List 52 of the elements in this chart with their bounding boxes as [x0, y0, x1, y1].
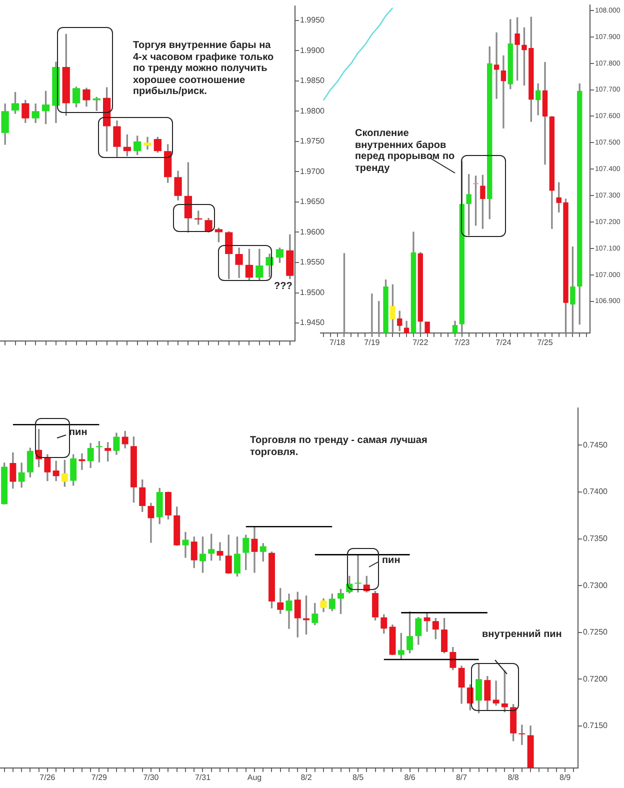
y-tick-label: 0.7250	[583, 628, 608, 637]
x-tick-label: 7/31	[194, 773, 212, 782]
x-tick-label: 7/25	[537, 338, 554, 348]
y-tick-label: 1.9850	[300, 76, 326, 86]
x-tick-label: 8/7	[456, 773, 468, 782]
x-tick-label: 7/29	[91, 773, 108, 782]
annotation: пин	[69, 427, 88, 438]
x-tick-label: 7/26	[40, 773, 56, 782]
candlestick	[182, 532, 189, 558]
y-tick-label: 1.9550	[300, 258, 326, 267]
y-tick-label: 1.9800	[300, 106, 326, 116]
x-tick-label: 7/30	[143, 773, 160, 782]
candlestick	[518, 724, 526, 745]
candlestick	[500, 55, 506, 128]
x-tick-label: 7/18	[330, 338, 346, 348]
x-tick-label: 8/5	[352, 773, 364, 782]
candlestick	[369, 294, 375, 333]
candlestick	[424, 322, 430, 333]
y-tick-label: 1.9600	[300, 227, 326, 236]
annotation: внутренний пин	[482, 629, 563, 640]
y-tick-label: 0.7400	[583, 487, 608, 496]
y-tick-label: 1.9750	[300, 136, 326, 146]
y-tick-label: 1.9500	[300, 288, 326, 297]
y-tick-label: 0.7350	[583, 534, 608, 543]
y-tick-label: 0.7150	[583, 721, 608, 730]
candlestick	[424, 613, 430, 632]
x-tick-label: 7/19	[364, 338, 380, 348]
annotation: пин	[382, 555, 402, 566]
y-tick-label: 0.7450	[583, 440, 608, 450]
y-tick-label: 1.9950	[300, 16, 326, 25]
y-tick-label: 1.9450	[300, 318, 326, 328]
y-tick-label: 1.9650	[300, 197, 326, 206]
y-tick-label: 1.9700	[300, 166, 326, 176]
x-tick-label: 7/22	[412, 338, 429, 348]
x-tick-label: 8/9	[559, 773, 572, 782]
candlestick	[542, 62, 548, 165]
x-tick-label: 8/2	[300, 773, 312, 782]
annotation: Торговля по тренду - самая лучшая торговля.	[250, 435, 428, 458]
x-tick-label: 8/6	[404, 773, 416, 782]
annotation: Торгуя внутренние бары на 4-х часовом графике только по тренду можно получить хорошее соотношение прибыль/риск.	[133, 40, 275, 98]
x-tick-label: 8/8	[508, 773, 520, 782]
candlestick	[494, 32, 500, 99]
y-tick-label: 0.7300	[583, 580, 608, 590]
x-tick-label: 7/24	[496, 338, 512, 348]
candlestick	[492, 680, 500, 706]
x-tick-label: Aug	[247, 773, 262, 782]
annotation: ???	[274, 281, 292, 292]
x-tick-label: 7/23	[454, 338, 470, 348]
candlestick	[354, 554, 362, 592]
annotation: Скопление внутренних баров перед прорывом по тренду	[355, 128, 456, 174]
y-tick-label: 0.7200	[583, 674, 608, 684]
y-tick-label: 1.9900	[300, 46, 326, 55]
